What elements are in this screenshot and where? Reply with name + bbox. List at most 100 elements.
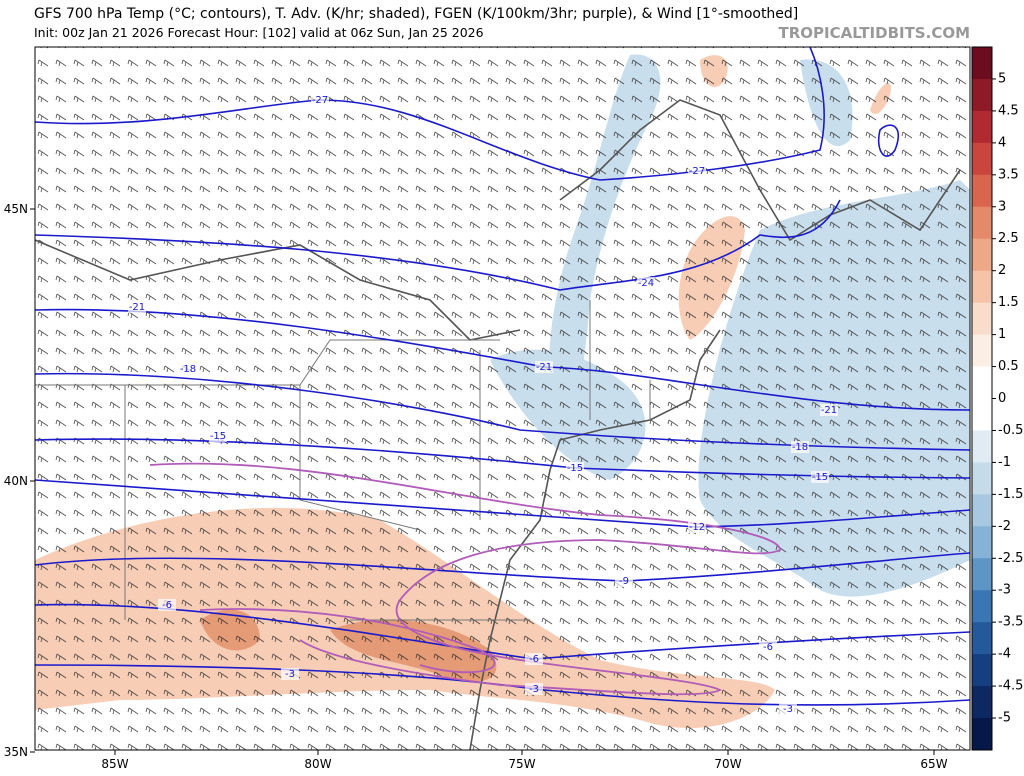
contour-label: -27 [312, 95, 328, 106]
lat-label: 40N [4, 474, 28, 488]
colorbar-label: -2 [998, 519, 1011, 534]
contour-label: -9 [619, 576, 629, 587]
colorbar-label: 3 [998, 199, 1006, 214]
state-borders [35, 300, 651, 621]
contour-label: -21 [821, 405, 837, 416]
colorbar-label: -4.5 [998, 679, 1023, 694]
lon-label: 65W [920, 757, 947, 771]
contour-label-bg [281, 668, 299, 680]
contour-label: -21 [129, 302, 145, 313]
colorbar-label: 0.5 [998, 359, 1019, 374]
colorbar-swatch [972, 494, 992, 527]
colorbar-label: 4.5 [998, 103, 1019, 118]
title: GFS 700 hPa Temp (°C; contours), T. Adv.… [34, 6, 798, 22]
brand: TROPICALTIDBITS.COM [779, 24, 971, 42]
colorbar-swatch [972, 526, 992, 559]
colorbar-swatch [972, 622, 992, 655]
contour-label-bg [637, 277, 655, 289]
colorbar-swatch [972, 206, 992, 240]
contour-label: -12 [689, 522, 705, 533]
colorbar-label: 1.5 [998, 295, 1019, 310]
contour-label-bg [128, 301, 146, 313]
colorbar-label: 1 [998, 327, 1006, 342]
contour-label-bg [158, 599, 176, 611]
contour-label-bg [615, 575, 633, 587]
colorbar-swatch [972, 654, 992, 687]
colorbar-label: -0.5 [998, 423, 1023, 438]
colorbar-swatch [972, 110, 992, 144]
frontogenesis-contours [149, 462, 781, 696]
contour-label: -6 [529, 654, 539, 665]
lon-label: 75W [508, 757, 535, 771]
contour-label: -6 [763, 642, 773, 653]
lat-label: 35N [4, 745, 28, 759]
coastlines [35, 99, 961, 750]
colorbar-swatch [972, 430, 992, 463]
contour-label-bg [566, 462, 584, 474]
colorbar-label: 3.5 [998, 167, 1019, 182]
contour-label-bg [811, 471, 829, 483]
colorbar-label: -1 [998, 455, 1011, 470]
colorbar-swatch [972, 142, 992, 176]
contour-label: -15 [567, 463, 583, 474]
contour-label-bg [820, 404, 838, 416]
colorbar-swatch [972, 174, 992, 208]
contour-label: -3 [783, 704, 793, 715]
colorbar-swatch [972, 238, 992, 272]
colorbar-swatch [972, 302, 992, 336]
colorbar-label: 2.5 [998, 231, 1019, 246]
contour-label-bg [688, 165, 706, 177]
contour-label: -21 [536, 362, 552, 373]
colorbar-swatch [972, 270, 992, 304]
lon-label: 80W [304, 757, 331, 771]
colorbar-swatch [972, 590, 992, 623]
contour-label: -3 [285, 669, 295, 680]
colorbar-label: 0 [998, 391, 1006, 406]
colorbar-label: -3.5 [998, 615, 1023, 630]
contour-label-bg [209, 430, 227, 442]
contour-label-bg [791, 441, 809, 453]
colorbar-label: -5 [998, 711, 1011, 726]
contour-label: -6 [162, 600, 172, 611]
contour-label: -27 [689, 166, 705, 177]
colorbar-swatch [972, 78, 992, 112]
contour-label-bg [525, 683, 543, 695]
contour-label: -24 [638, 278, 654, 289]
contour-label-bg [311, 94, 329, 106]
colorbar-label: 2 [998, 263, 1006, 278]
contour-label-bg [688, 521, 706, 533]
lon-label: 70W [714, 757, 741, 771]
contour-label: -3 [529, 684, 539, 695]
colorbar-swatch [972, 558, 992, 591]
lon-label: 85W [101, 757, 128, 771]
contour-label-bg [179, 363, 197, 375]
colorbar-swatch [972, 366, 992, 399]
colorbar-swatch [972, 398, 992, 431]
colorbar-label: 4 [998, 135, 1006, 150]
colorbar-swatch [972, 718, 992, 751]
colorbar-swatch [972, 686, 992, 719]
map [35, 47, 970, 750]
contour-label: -18 [792, 442, 808, 453]
colorbar-swatch [972, 334, 992, 368]
contour-label: -15 [812, 472, 828, 483]
colorbar-swatch [972, 47, 992, 80]
contour-label: -18 [180, 364, 196, 375]
colorbar-label: 5 [998, 71, 1006, 86]
contour-label-bg [779, 703, 797, 715]
colorbar-label: -4 [998, 647, 1011, 662]
colorbar-swatch [972, 462, 992, 495]
colorbar-label: -2.5 [998, 551, 1023, 566]
contour-label-bg [525, 653, 543, 665]
contour-label-bg [759, 641, 777, 653]
colorbar-label: -3 [998, 583, 1011, 598]
colorbar: 5 4.5 4 3.5 3 2.5 2 1.5 1 0.5 0 -0.5 -1 -1.5 -2 -2.5 -3 -… [971, 46, 1023, 751]
lat-label: 45N [4, 202, 28, 216]
map-frame [34, 46, 971, 751]
subtitle: Init: 00z Jan 21 2026 Forecast Hour: [10… [34, 25, 484, 40]
wind-barbs [35, 47, 970, 750]
contour-label-bg [535, 361, 553, 373]
colorbar-label: -1.5 [998, 487, 1023, 502]
contour-label: -15 [210, 431, 226, 442]
